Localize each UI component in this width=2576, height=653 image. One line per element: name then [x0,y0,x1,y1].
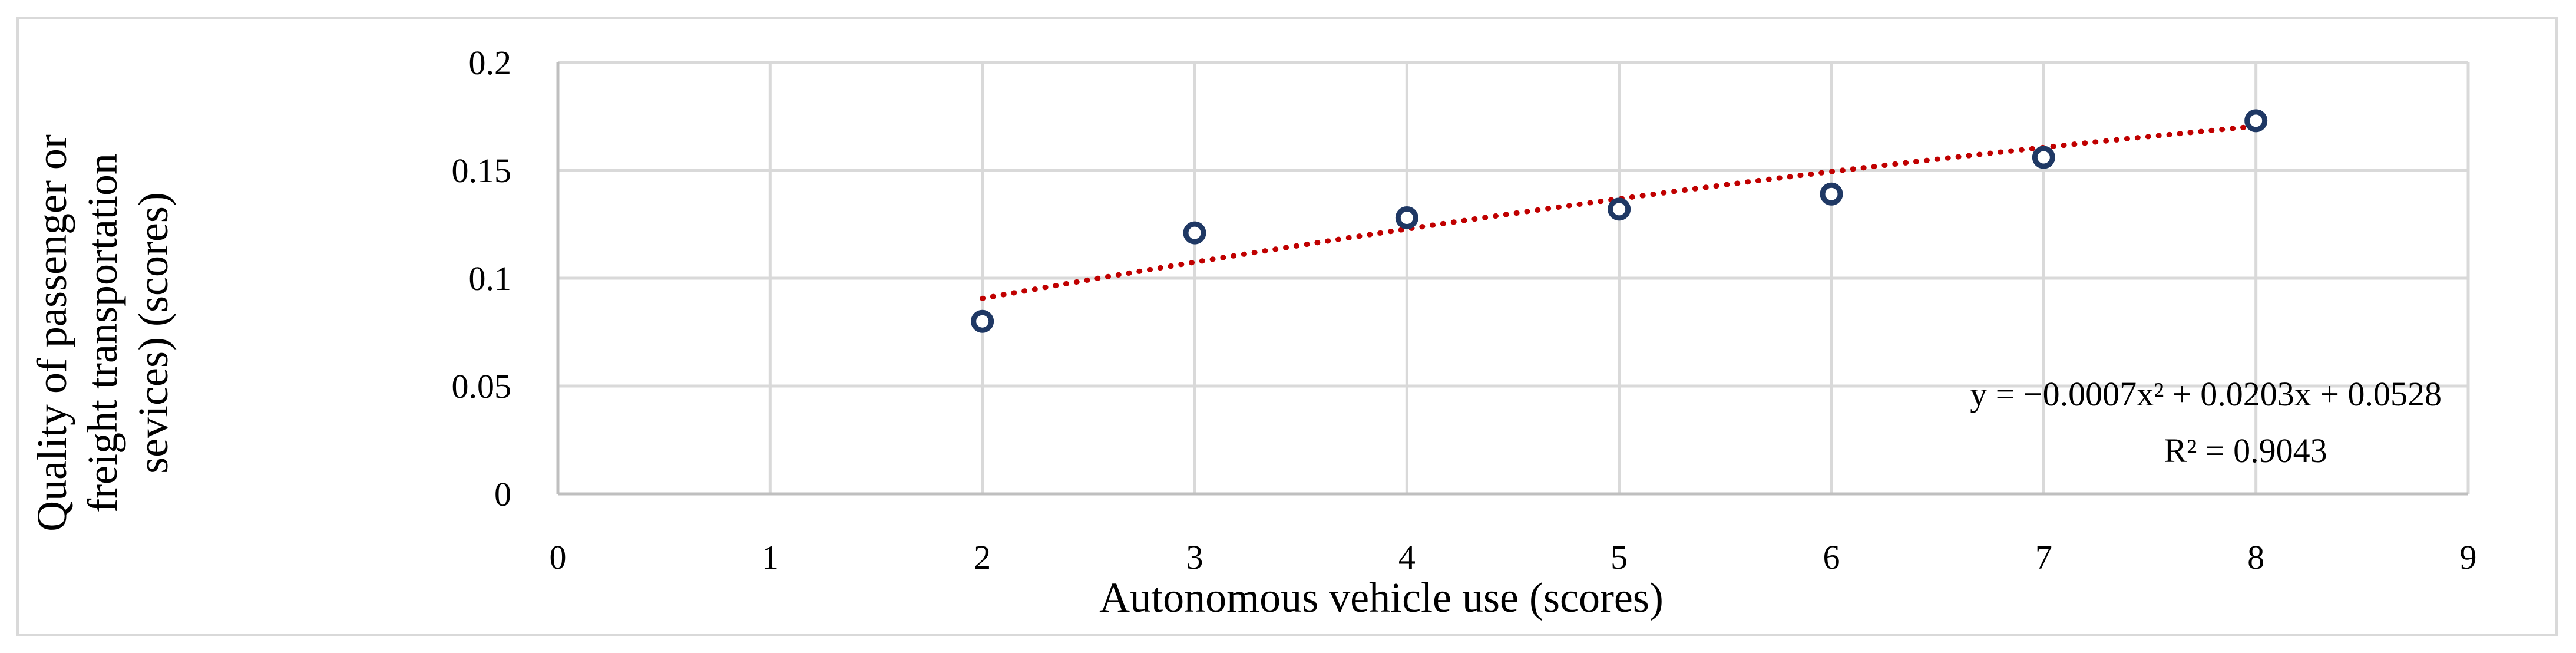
grid-lines [558,61,2470,494]
data-point-8 [2244,109,2268,133]
chart-frame [16,17,2558,636]
y-axis-title-line-3: sevices) (scores) [130,192,177,474]
tick-labels: 0 1 2 3 4 5 6 7 8 9 0 0.05 0.1 0.15 0.2 [452,44,2477,576]
data-point-3 [1183,221,1206,245]
x-tick-label-6: 6 [1823,538,1840,576]
x-tick-label-0: 0 [550,538,567,576]
x-tick-label-2: 2 [974,538,991,576]
data-point-6 [1820,182,1843,206]
y-tick-label-0: 0 [494,475,511,513]
data-point-2 [971,309,994,333]
x-tick-label-8: 8 [2247,538,2264,576]
x-tick-label-7: 7 [2035,538,2052,576]
data-points [971,109,2268,333]
data-point-7 [2032,146,2055,169]
x-tick-label-9: 9 [2460,538,2477,576]
y-tick-label-1: 0.05 [452,367,512,405]
x-tick-label-4: 4 [1398,538,1416,576]
trendline-r-squared: R² = 0.9043 [2164,431,2327,470]
y-axis-title-line-2: freight transportation [79,153,126,513]
x-axis-title: Autonomous vehicle use (scores) [1099,574,1664,621]
y-axis-title-line-1: Quality of passenger or [28,134,75,532]
y-tick-label-4: 0.2 [469,44,512,82]
x-tick-label-5: 5 [1611,538,1628,576]
data-point-5 [1608,197,1631,221]
y-tick-label-3: 0.15 [452,151,512,190]
axes [556,62,2468,496]
x-tick-label-1: 1 [762,538,779,576]
y-axis-title: Quality of passenger or freight transpor… [28,134,177,532]
data-point-4 [1395,206,1418,230]
x-tick-label-3: 3 [1186,538,1203,576]
y-tick-label-2: 0.1 [469,259,512,298]
trendline-equation: y = −0.0007x² + 0.0203x + 0.0528 [1970,375,2442,413]
